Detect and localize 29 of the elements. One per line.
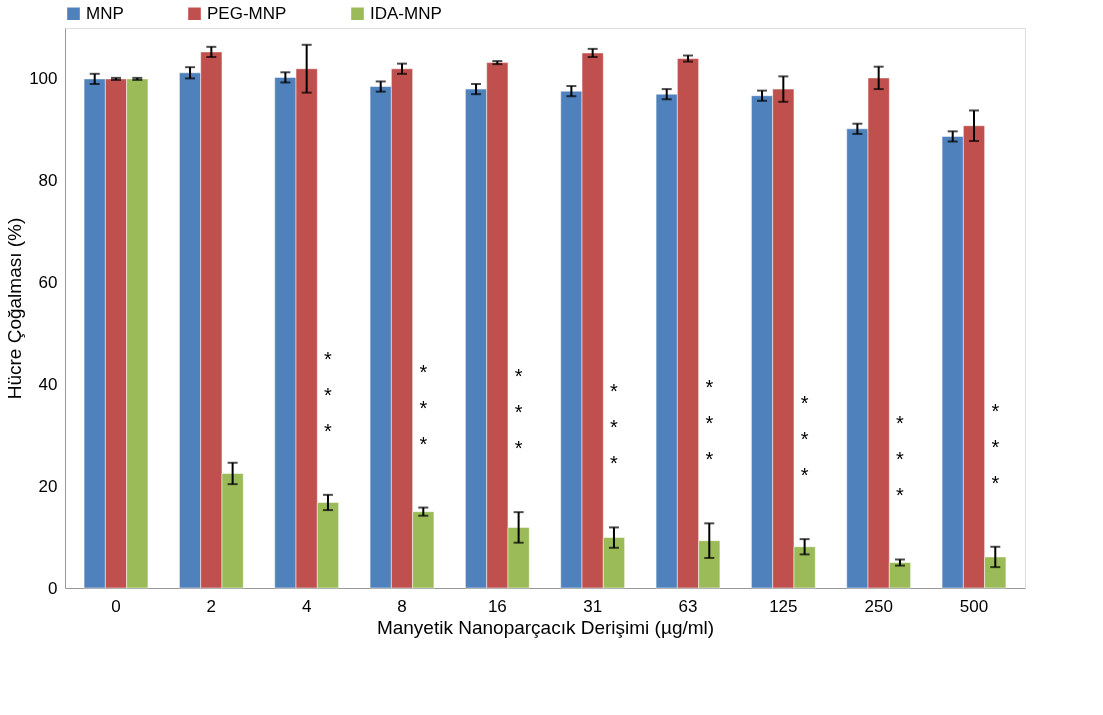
annotation: * * * xyxy=(705,376,714,471)
y-tick-label: 60 xyxy=(38,273,58,293)
y-tick-label: 20 xyxy=(38,476,58,496)
x-tick-label: 31 xyxy=(583,596,603,616)
x-tick-label: 63 xyxy=(678,596,698,616)
annotation: * * * xyxy=(610,380,619,475)
annotation: * * * xyxy=(514,365,523,460)
legend-label: IDA-MNP xyxy=(370,3,442,23)
legend-label: MNP xyxy=(86,3,124,23)
x-tick-label: 16 xyxy=(487,596,507,616)
annotation: * * * xyxy=(896,412,905,507)
y-tick-label: 100 xyxy=(29,69,58,89)
x-tick-label: 125 xyxy=(769,596,798,616)
x-tick-label: 0 xyxy=(111,596,121,616)
x-tick-label: 4 xyxy=(301,596,312,616)
annotation: * * * xyxy=(419,360,428,455)
x-tick-label: 500 xyxy=(959,596,989,616)
legend-label: PEG-MNP xyxy=(207,3,287,23)
y-tick-label: 0 xyxy=(48,578,58,598)
x-tick-label: 2 xyxy=(206,596,217,616)
x-tick-label: 8 xyxy=(397,596,407,616)
y-tick-label: 40 xyxy=(38,374,58,394)
annotation: * * * xyxy=(991,399,1000,494)
annotation: * * * xyxy=(800,392,809,487)
x-axis-title: Manyetik Nanoparçacık Derişimi (µg/ml) xyxy=(376,616,715,638)
y-axis-title: Hücre Çoğalması (%) xyxy=(4,217,26,400)
x-tick-label: 250 xyxy=(864,596,893,616)
y-tick-label: 80 xyxy=(38,171,58,191)
annotation: * * * xyxy=(324,347,333,442)
